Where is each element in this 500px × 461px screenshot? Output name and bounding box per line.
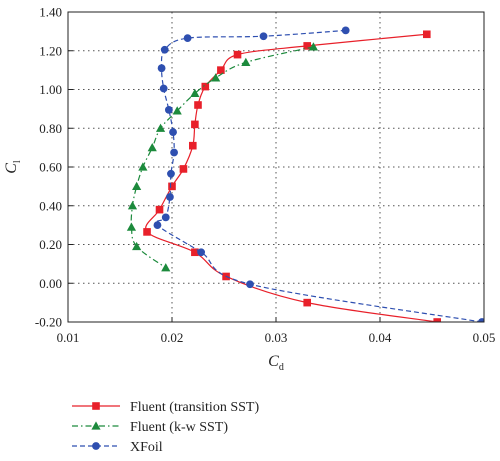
data-point	[157, 64, 166, 73]
data-point	[127, 201, 138, 210]
y-axis-label: Cl	[3, 160, 23, 174]
data-point	[233, 50, 242, 59]
data-point	[194, 101, 202, 109]
data-point	[159, 84, 168, 93]
y-axis-label-main: C	[3, 163, 20, 174]
legend-marker	[92, 402, 100, 410]
data-point	[211, 73, 221, 82]
data-point	[132, 181, 142, 191]
y-tick-label: 0.60	[39, 160, 62, 175]
data-point	[161, 263, 171, 272]
y-tick-label: 0.80	[39, 121, 62, 136]
data-point	[191, 248, 199, 257]
series-2	[153, 26, 484, 322]
data-point	[126, 222, 137, 231]
data-point	[190, 88, 200, 98]
data-point	[241, 57, 251, 67]
data-point	[308, 42, 319, 51]
data-point	[217, 66, 225, 74]
y-tick-label: 0.20	[39, 237, 62, 252]
data-point	[189, 141, 197, 150]
data-point	[197, 248, 206, 257]
data-point	[246, 280, 254, 289]
data-point	[341, 26, 350, 35]
data-point	[179, 165, 188, 173]
data-point	[303, 298, 311, 307]
data-point	[166, 193, 174, 201]
legend-item: Fluent (k-w SST)	[72, 420, 228, 435]
y-tick-label: 0.40	[39, 198, 62, 213]
y-tick-label: 1.40	[39, 5, 62, 20]
x-axis-label-main: C	[268, 353, 279, 370]
data-point	[423, 30, 431, 39]
series-line	[130, 46, 314, 269]
y-axis-label-sub: l	[12, 160, 23, 163]
y-tick-label: 1.00	[39, 82, 62, 97]
legend-marker	[92, 442, 100, 450]
data-point	[132, 241, 142, 251]
legend: Fluent (transition SST) Fluent (k-w SST) X…	[72, 400, 259, 455]
series-line	[145, 33, 438, 322]
data-point	[160, 45, 169, 54]
legend-label: XFoil	[130, 440, 163, 455]
data-point	[172, 106, 182, 115]
x-tick-label: 0.04	[369, 330, 392, 345]
y-tick-label: 0.00	[39, 276, 62, 291]
y-tick-label: 1.20	[39, 43, 62, 58]
data-point	[201, 82, 210, 91]
legend-marker	[91, 421, 101, 430]
legend-item: Fluent (transition SST)	[72, 400, 259, 415]
data-point	[155, 123, 166, 132]
series-1	[126, 42, 319, 272]
legend-label: Fluent (transition SST)	[130, 400, 259, 415]
data-point	[478, 318, 484, 322]
data-point	[168, 182, 176, 191]
data-point	[138, 162, 148, 171]
data-point	[161, 213, 170, 222]
x-tick-label: 0.05	[473, 330, 496, 345]
data-point	[259, 32, 268, 41]
series-layer	[126, 26, 484, 322]
tick-layer: 0.01 0.02 0.03 0.04 0.05 -0.20 0.00 0.20 0.40 0.6…	[35, 5, 495, 346]
legend-item: XFoil	[72, 440, 163, 455]
x-tick-label: 0.03	[265, 330, 288, 345]
data-point	[169, 128, 177, 137]
series-0	[143, 30, 441, 322]
data-point	[170, 148, 178, 157]
x-tick-label: 0.01	[57, 330, 80, 345]
x-axis-label-sub: d	[279, 362, 284, 373]
data-point	[303, 42, 311, 50]
legend-label: Fluent (k-w SST)	[130, 420, 228, 435]
data-point	[167, 169, 175, 178]
data-point	[433, 318, 441, 322]
grid	[68, 12, 484, 322]
data-point	[191, 120, 199, 129]
data-point	[155, 205, 164, 214]
data-point	[183, 34, 192, 43]
x-axis-label: Cd	[268, 353, 284, 373]
data-point	[143, 228, 151, 236]
data-point	[147, 143, 157, 152]
x-tick-label: 0.02	[161, 330, 184, 345]
data-point	[164, 105, 173, 114]
data-point	[153, 221, 162, 230]
y-tick-label: -0.20	[35, 315, 62, 330]
series-line	[155, 29, 483, 322]
